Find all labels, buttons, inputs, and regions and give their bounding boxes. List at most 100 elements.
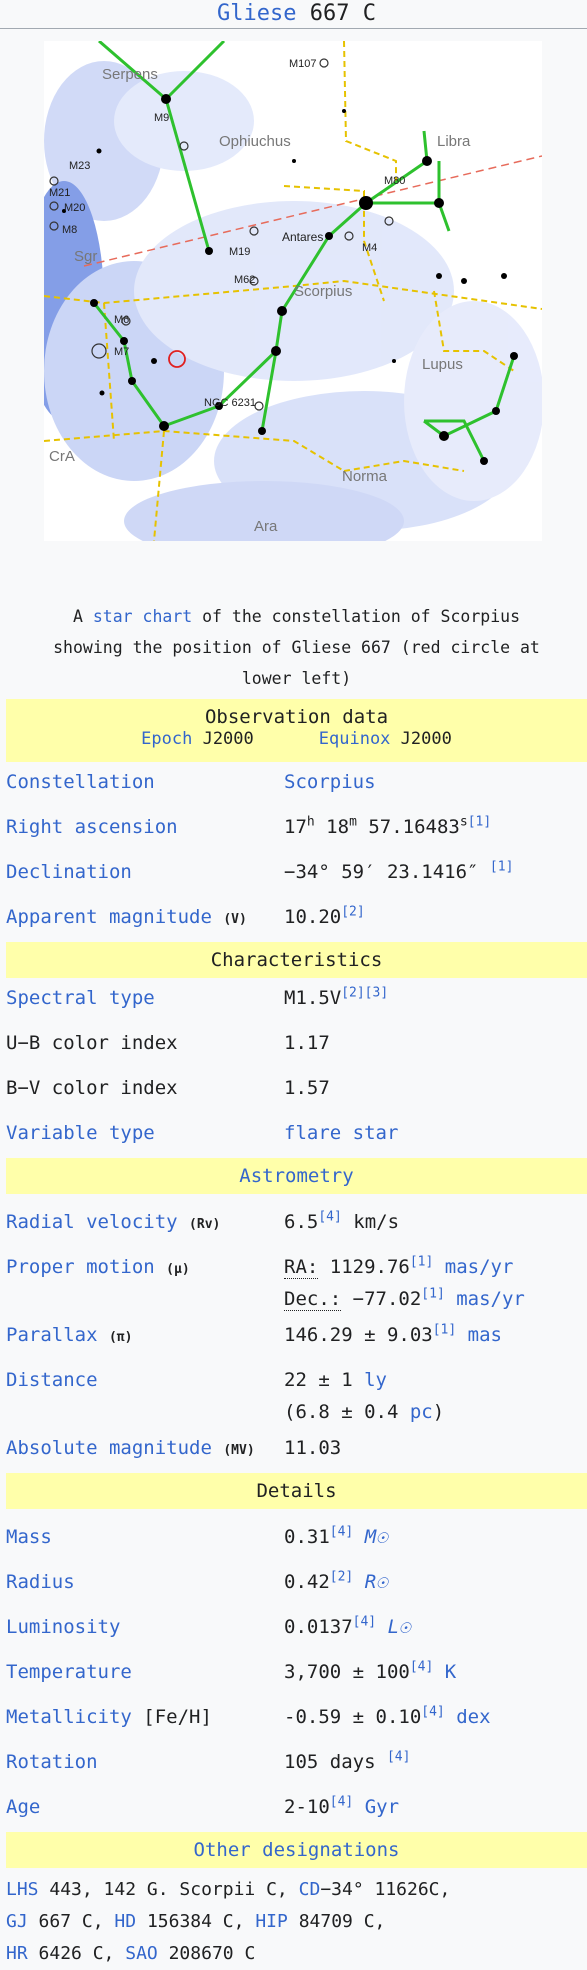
mas-yr-link[interactable]: mas/yr [456, 1288, 525, 1310]
apparent-magnitude-value: 10.20[2] [284, 904, 365, 928]
epoch-equinox-row: Epoch J2000 Equinox J2000 [6, 728, 587, 762]
ref-link[interactable]: [1] [489, 859, 514, 875]
star-chart[interactable]: Serpens Ophiuchus Libra Scorpius Lupus N… [44, 41, 542, 541]
absolute-magnitude-link[interactable]: Absolute magnitude [6, 1437, 212, 1459]
image-caption: A star chart of the constellation of Sco… [6, 573, 587, 699]
svg-text:M9: M9 [154, 112, 169, 124]
distance-row: Distance 22 ± 1 ly (6.8 ± 0.4 pc) [6, 1360, 587, 1428]
proper-motion-label: Proper motion (μ) [6, 1256, 190, 1278]
ref-link[interactable]: [2] [329, 1569, 354, 1585]
constellation-value-link[interactable]: Scorpius [284, 771, 376, 793]
distance-value: 22 ± 1 ly (6.8 ± 0.4 pc) [284, 1369, 445, 1423]
ref-link[interactable]: [1] [421, 1286, 445, 1302]
declination-link[interactable]: Declination [6, 861, 132, 883]
absolute-magnitude-value: 11.03 [284, 1437, 342, 1459]
ref-link[interactable]: [4] [352, 1614, 377, 1630]
ref-link[interactable]: [4] [409, 1659, 434, 1675]
ref-link[interactable]: [1] [409, 1254, 434, 1270]
equinox-link[interactable]: Equinox [318, 729, 391, 749]
ub-color-value: 1.17 [284, 1032, 330, 1054]
sao-link[interactable]: SAO [125, 1943, 158, 1964]
title-name[interactable]: Gliese [217, 1, 297, 26]
dex-link[interactable]: dex [456, 1706, 491, 1728]
ecliptic-line [83, 155, 542, 267]
mas-yr-link[interactable]: mas/yr [444, 1256, 514, 1278]
svg-text:M21: M21 [49, 187, 70, 199]
solar-mass-link[interactable]: M☉ [364, 1526, 388, 1548]
svg-text:Ara: Ara [254, 518, 278, 535]
proper-motion-link[interactable]: Proper motion [6, 1256, 155, 1278]
declination-row: Declination −34° 59′ 23.1416″ [1] [6, 852, 587, 897]
variable-type-link[interactable]: Variable type [6, 1122, 155, 1144]
distance-link[interactable]: Distance [6, 1369, 98, 1391]
ref-link[interactable]: [4] [329, 1524, 354, 1540]
ref-link[interactable]: [4] [421, 1704, 445, 1720]
radius-value: 0.42[2] R☉ [284, 1569, 388, 1593]
svg-text:M20: M20 [64, 202, 85, 214]
epoch-link[interactable]: Epoch [141, 729, 193, 749]
svg-text:Ophiuchus: Ophiuchus [219, 133, 291, 150]
spectral-type-value: M1.5V[2][3] [284, 985, 389, 1009]
caption-link-star-chart[interactable]: star chart [92, 607, 193, 626]
bv-color-label: B−V color index [6, 1077, 178, 1099]
apparent-magnitude-label: Apparent magnitude (V) [6, 906, 247, 928]
title-divider [0, 28, 587, 29]
ref-link[interactable]: [2][3] [341, 985, 389, 1001]
gliese-667-marker [168, 350, 186, 368]
hr-link[interactable]: HR [6, 1943, 28, 1964]
ref-link[interactable]: [1] [432, 1322, 457, 1338]
solar-luminosity-link[interactable]: L☉ [387, 1616, 411, 1638]
metallicity-link[interactable]: Metallicity [6, 1706, 132, 1728]
svg-text:M107: M107 [289, 58, 317, 70]
apparent-magnitude-link[interactable]: Apparent magnitude [6, 906, 212, 928]
svg-text:M4: M4 [362, 242, 377, 254]
cd-link[interactable]: CD [298, 1879, 321, 1900]
parallax-link[interactable]: Parallax [6, 1324, 98, 1346]
luminosity-row: Luminosity 0.0137[4] L☉ [6, 1607, 587, 1652]
clusters [49, 58, 394, 411]
ref-link[interactable]: [4] [318, 1209, 342, 1225]
equinox-value: J2000 [400, 729, 452, 749]
astrometry-header[interactable]: Astrometry [6, 1158, 587, 1194]
parallax-value: 146.29 ± 9.03[1] mas [284, 1322, 502, 1346]
ref-link[interactable]: [4] [386, 1749, 411, 1765]
designations-list: LHS 443, 142 G. Scorpii C, CD−34° 11626C… [6, 1879, 451, 1964]
parallax-label: Parallax (π) [6, 1324, 133, 1346]
spectral-type-link[interactable]: Spectral type [6, 987, 155, 1009]
chart-labels: Serpens Ophiuchus Libra Scorpius Lupus N… [49, 66, 471, 535]
pc-link[interactable]: pc [409, 1401, 433, 1423]
svg-text:M62: M62 [234, 274, 255, 286]
hip-link[interactable]: HIP [255, 1911, 288, 1932]
svg-text:NGC 6231: NGC 6231 [204, 397, 256, 409]
rotation-value: 105 days [4] [284, 1749, 411, 1773]
other-designations-header[interactable]: Other designations [6, 1832, 587, 1868]
solar-radius-link[interactable]: R☉ [364, 1571, 388, 1593]
caption-prefix: A [72, 607, 83, 626]
radius-link[interactable]: Radius [6, 1571, 75, 1593]
kelvin-link[interactable]: K [444, 1661, 457, 1683]
apparent-magnitude-row: Apparent magnitude (V) 10.20[2] [6, 897, 587, 942]
mass-link[interactable]: Mass [6, 1526, 52, 1548]
ly-link[interactable]: ly [364, 1369, 387, 1391]
gyr-link[interactable]: Gyr [364, 1796, 400, 1818]
ref-link[interactable]: [2] [341, 904, 365, 920]
rotation-link[interactable]: Rotation [6, 1751, 98, 1773]
svg-text:Norma: Norma [342, 468, 388, 485]
flare-star-link[interactable]: flare star [284, 1122, 399, 1144]
lhs-link[interactable]: LHS [6, 1879, 39, 1900]
right-ascension-link[interactable]: Right ascension [6, 816, 178, 838]
constellation-link[interactable]: Constellation [6, 771, 155, 793]
radial-velocity-link[interactable]: Radial velocity [6, 1211, 178, 1233]
hd-link[interactable]: HD [114, 1911, 137, 1932]
absolute-magnitude-label: Absolute magnitude (MV) [6, 1437, 255, 1459]
mas-link[interactable]: mas [467, 1324, 502, 1346]
gj-link[interactable]: GJ [6, 1911, 28, 1932]
stars [62, 94, 518, 465]
temperature-link[interactable]: Temperature [6, 1661, 132, 1683]
ref-link[interactable]: [1] [467, 814, 492, 830]
svg-text:Serpens: Serpens [102, 66, 158, 83]
luminosity-link[interactable]: Luminosity [6, 1616, 121, 1638]
ref-link[interactable]: [4] [329, 1794, 354, 1810]
age-link[interactable]: Age [6, 1796, 41, 1818]
